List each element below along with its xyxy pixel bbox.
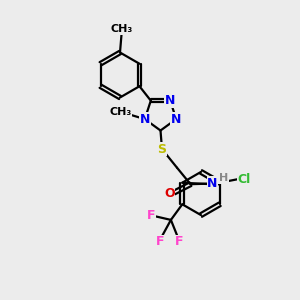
Text: Cl: Cl — [238, 172, 251, 186]
Text: N: N — [207, 177, 218, 190]
Text: N: N — [165, 94, 175, 107]
Text: CH₃: CH₃ — [110, 24, 133, 34]
Text: F: F — [174, 235, 183, 248]
Text: CH₃: CH₃ — [109, 107, 131, 117]
Text: F: F — [147, 208, 155, 222]
Text: N: N — [171, 112, 181, 126]
Text: N: N — [140, 112, 150, 126]
Text: S: S — [158, 142, 166, 156]
Text: O: O — [164, 187, 175, 200]
Text: F: F — [156, 235, 165, 248]
Text: H: H — [219, 173, 228, 183]
